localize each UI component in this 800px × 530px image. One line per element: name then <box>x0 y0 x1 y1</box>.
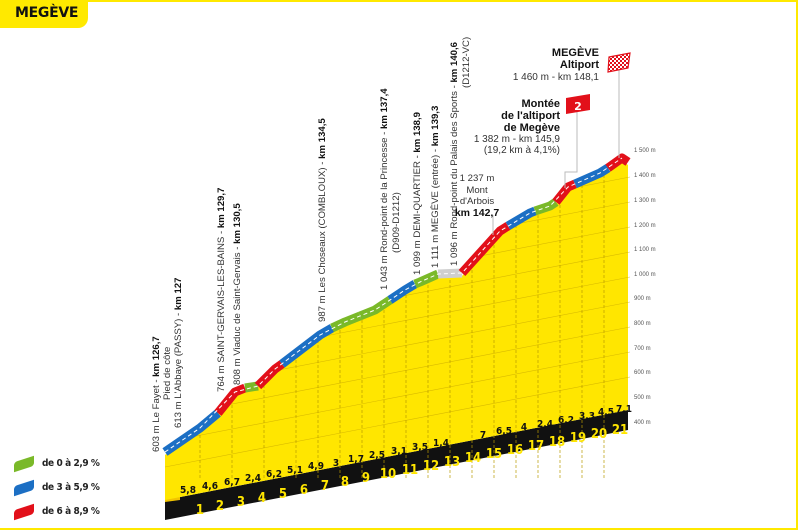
svg-text:4: 4 <box>521 422 527 433</box>
waypoint-pied-de-cote: Pied de côte <box>162 347 173 400</box>
svg-text:7: 7 <box>480 430 486 441</box>
svg-text:2: 2 <box>216 499 224 514</box>
category-2-flag-icon: 2 <box>566 94 590 114</box>
svg-text:4,6: 4,6 <box>202 481 218 492</box>
svg-text:3,1: 3,1 <box>391 446 407 457</box>
svg-text:1 500 m: 1 500 m <box>634 148 656 154</box>
waypoint-choseaux: 987 m Les Choseaux (COMBLOUX) - km 134,5 <box>317 118 328 322</box>
svg-text:Montée: Montée <box>522 98 561 110</box>
svg-text:km 142,7: km 142,7 <box>455 207 500 219</box>
svg-text:7: 7 <box>321 479 329 494</box>
waypoint-princesse: 1 043 m Rond-point de la Princesse - km … <box>379 88 390 290</box>
svg-text:3,3: 3,3 <box>579 411 595 422</box>
svg-text:21: 21 <box>612 423 628 438</box>
svg-text:(19,2 km à 4,1%): (19,2 km à 4,1%) <box>484 145 560 156</box>
svg-text:6,7: 6,7 <box>224 477 240 488</box>
svg-text:1 200 m: 1 200 m <box>634 223 656 229</box>
svg-text:6: 6 <box>300 483 308 498</box>
stage-title-tab: MEGÈVE <box>0 0 88 28</box>
svg-text:3: 3 <box>237 495 245 510</box>
waypoint-princesse-road: (D909-D1212) <box>391 192 402 253</box>
svg-text:13: 13 <box>444 455 460 470</box>
svg-text:1: 1 <box>196 503 204 518</box>
svg-text:8: 8 <box>341 475 349 490</box>
svg-text:5,1: 5,1 <box>287 465 303 476</box>
svg-text:5,8: 5,8 <box>180 485 196 496</box>
svg-text:11: 11 <box>402 463 418 478</box>
finish-annotation: MEGÈVE Altiport 1 460 m - km 148,1 <box>513 46 620 158</box>
svg-text:3,5: 3,5 <box>412 442 428 453</box>
svg-text:1,7: 1,7 <box>348 454 364 465</box>
finish-flag-icon <box>607 52 631 73</box>
svg-text:7,1: 7,1 <box>616 404 632 415</box>
svg-text:10: 10 <box>380 467 396 482</box>
svg-text:17: 17 <box>528 439 544 454</box>
svg-text:15: 15 <box>486 447 502 462</box>
svg-text:MEGÈVE: MEGÈVE <box>552 46 599 59</box>
svg-text:18: 18 <box>549 435 565 450</box>
km-numbers: 1 2 3 4 5 6 7 8 9 10 11 12 13 14 15 16 1… <box>196 423 628 518</box>
svg-text:1 000 m: 1 000 m <box>634 272 656 278</box>
legend-label: de 0 à 2,9 % <box>42 458 100 469</box>
svg-text:4,9: 4,9 <box>308 461 324 472</box>
svg-text:Mont: Mont <box>466 185 488 196</box>
svg-text:d'Arbois: d'Arbois <box>460 196 495 207</box>
altitude-axis: 1 500 m 1 400 m 1 300 m 1 200 m 1 100 m … <box>634 148 656 426</box>
svg-text:800 m: 800 m <box>634 321 651 327</box>
mont-arbois-label: 1 237 m Mont d'Arbois km 142,7 <box>455 173 500 235</box>
waypoint-demi-quartier: 1 099 m DEMI-QUARTIER - km 138,9 <box>412 112 423 275</box>
svg-text:1 382 m - km 145,9: 1 382 m - km 145,9 <box>474 134 561 145</box>
svg-text:2,4: 2,4 <box>245 473 261 484</box>
legend-label: de 6 à 8,9 % <box>42 506 100 517</box>
svg-text:4,5: 4,5 <box>598 407 614 418</box>
svg-text:de Megève: de Megève <box>504 122 560 134</box>
waypoint-le-fayet: 603 m Le Fayet - km 126,7 <box>151 336 162 452</box>
svg-text:400 m: 400 m <box>634 420 651 426</box>
svg-text:12: 12 <box>423 459 439 474</box>
km-base-bar <box>165 410 628 520</box>
svg-text:600 m: 600 m <box>634 370 651 376</box>
svg-text:14: 14 <box>465 451 481 466</box>
svg-text:16: 16 <box>507 443 523 458</box>
svg-text:2,4: 2,4 <box>537 419 553 430</box>
road-centerline <box>164 157 623 453</box>
svg-text:2,5: 2,5 <box>369 450 385 461</box>
svg-text:Altiport: Altiport <box>560 59 599 71</box>
waypoint-labbaye: 613 m L'Abbaye (PASSY) - km 127 <box>173 278 184 428</box>
svg-text:de l'altiport: de l'altiport <box>501 110 560 122</box>
svg-text:1 400 m: 1 400 m <box>634 173 656 179</box>
profile-fill <box>165 160 628 500</box>
svg-text:3: 3 <box>333 458 339 469</box>
legend-label: de 3 à 5,9 % <box>42 482 100 493</box>
svg-text:700 m: 700 m <box>634 346 651 352</box>
waypoint-palais-sports: 1 096 m Rond-point du Palais des Sports … <box>449 42 460 266</box>
svg-text:6,2: 6,2 <box>266 469 282 480</box>
waypoint-viaduc: 808 m Viaduc de Saint-Gervais - km 130,5 <box>232 203 243 385</box>
svg-text:1 100 m: 1 100 m <box>634 247 656 253</box>
km-gradient-labels: 5,8 4,6 6,7 2,4 6,2 5,1 4,9 3 1,7 2,5 3,… <box>180 404 632 496</box>
svg-text:1 237 m: 1 237 m <box>460 173 495 184</box>
svg-text:500 m: 500 m <box>634 395 651 401</box>
svg-text:19: 19 <box>570 431 586 446</box>
svg-text:6,2: 6,2 <box>558 415 574 426</box>
svg-text:1,4: 1,4 <box>433 438 449 449</box>
svg-text:6,5: 6,5 <box>496 426 512 437</box>
svg-text:5: 5 <box>279 487 287 502</box>
climb-annotation: Montée de l'altiport de Megève 1 382 m -… <box>474 98 578 188</box>
svg-text:1 460 m - km 148,1: 1 460 m - km 148,1 <box>513 72 600 83</box>
svg-text:2: 2 <box>574 100 582 113</box>
waypoint-megeve-entree: 1 111 m MEGÈVE (entrée) - km 139,3 <box>430 106 441 268</box>
waypoint-labels: 603 m Le Fayet - km 126,7 Pied de côte 6… <box>151 37 472 452</box>
svg-text:900 m: 900 m <box>634 296 651 302</box>
svg-text:9: 9 <box>362 471 370 486</box>
svg-text:20: 20 <box>591 427 607 442</box>
svg-text:4: 4 <box>258 491 266 506</box>
stage-title: MEGÈVE <box>15 5 79 21</box>
svg-text:1 300 m: 1 300 m <box>634 198 656 204</box>
waypoint-saint-gervais: 764 m SAINT-GERVAIS-LES-BAINS - km 129,7 <box>216 188 227 392</box>
waypoint-palais-road: (D1212-VC) <box>461 37 472 88</box>
